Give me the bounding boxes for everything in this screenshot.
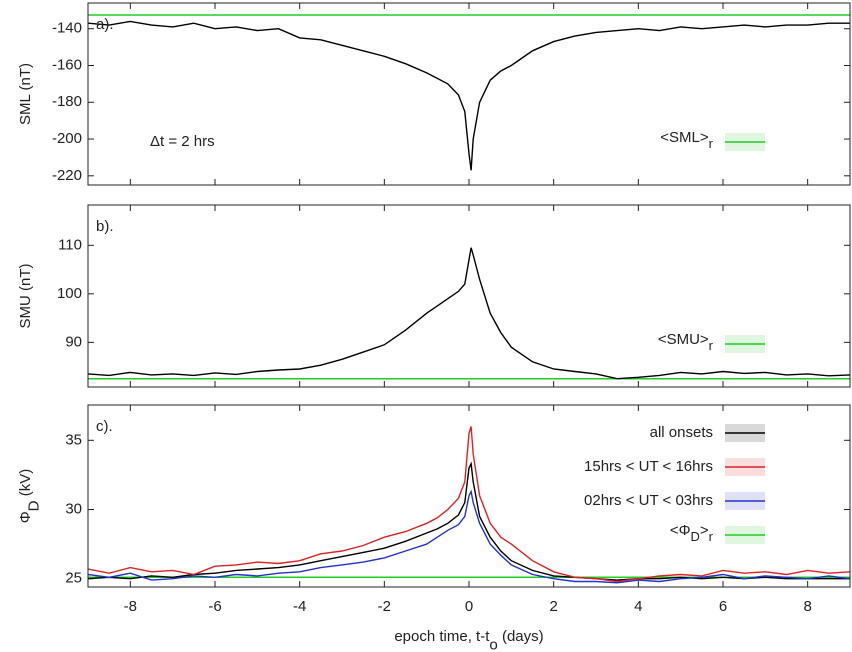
panel-label: a). (96, 16, 114, 33)
text-part: SMU (nT) (17, 264, 34, 329)
y-axis-label: SML (nT) (17, 63, 34, 125)
panel-label: b). (96, 218, 114, 235)
text-part: > (700, 522, 709, 539)
text-part: <SMU> (658, 331, 709, 348)
text-part: SML (nT) (17, 63, 34, 125)
data-line (88, 247, 850, 380)
subscript: D (691, 530, 700, 545)
x-tick-label: 0 (465, 598, 473, 615)
x-tick-label: 2 (549, 598, 557, 615)
legend-label: all onsets (650, 424, 713, 441)
text-part: epoch time, t-t (394, 628, 490, 645)
plot-lines (88, 247, 850, 380)
text-part: (kV) (17, 469, 34, 501)
x-tick-label: 8 (803, 598, 811, 615)
y-tick-label: -220 (52, 167, 82, 184)
legend-label: 02hrs < UT < 03hrs (584, 492, 713, 509)
text-part: 02hrs < UT < 03hrs (584, 492, 713, 509)
y-tick-label: 30 (65, 500, 82, 517)
x-tick-label: -2 (378, 598, 391, 615)
legend-label: 15hrs < UT < 16hrs (584, 458, 713, 475)
text-part: <Φ (670, 522, 691, 539)
y-tick-label: -200 (52, 130, 82, 147)
y-axis-label: SMU (nT) (17, 264, 34, 329)
y-tick-label: -160 (52, 56, 82, 73)
legend-label: <SMU>r (658, 331, 714, 354)
x-tick-label: -4 (293, 598, 306, 615)
legend-label: <ΦD>r (670, 522, 714, 545)
text-part: 15hrs < UT < 16hrs (584, 458, 713, 475)
panel-label: c). (96, 418, 113, 435)
x-tick-label: -6 (208, 598, 221, 615)
annotation: Δt = 2 hrs (150, 133, 215, 150)
subscript: o (489, 636, 497, 652)
y-tick-label: 35 (65, 431, 82, 448)
y-tick-label: 90 (65, 333, 82, 350)
text-part: Φ (17, 511, 34, 523)
data-line (88, 489, 850, 584)
plot-lines (88, 426, 850, 584)
x-tick-label: -8 (124, 598, 137, 615)
y-tick-label: 25 (65, 570, 82, 587)
plot-frame (87, 2, 851, 186)
x-axis-label: epoch time, t-to (days) (394, 628, 543, 652)
y-tick-label: -180 (52, 93, 82, 110)
y-tick-label: 100 (57, 285, 82, 302)
legend-label: <SML>r (660, 129, 713, 152)
plot-frame (87, 204, 851, 388)
plot-lines (88, 20, 850, 171)
data-line (88, 461, 850, 581)
y-tick-label: -140 (52, 20, 82, 37)
text-part: (days) (498, 628, 544, 645)
x-tick-label: 6 (719, 598, 727, 615)
x-tick-label: 4 (634, 598, 642, 615)
subscript: r (709, 339, 714, 354)
plot-frame (87, 404, 851, 588)
y-axis-label: ΦD (kV) (17, 469, 42, 524)
subscript: r (709, 137, 714, 152)
text-part: all onsets (650, 424, 713, 441)
text-part: <SML> (660, 129, 709, 146)
subscript: r (709, 530, 714, 545)
data-line (88, 426, 850, 583)
y-tick-label: 110 (58, 236, 82, 253)
subscript: D (25, 500, 42, 511)
data-line (88, 20, 850, 171)
